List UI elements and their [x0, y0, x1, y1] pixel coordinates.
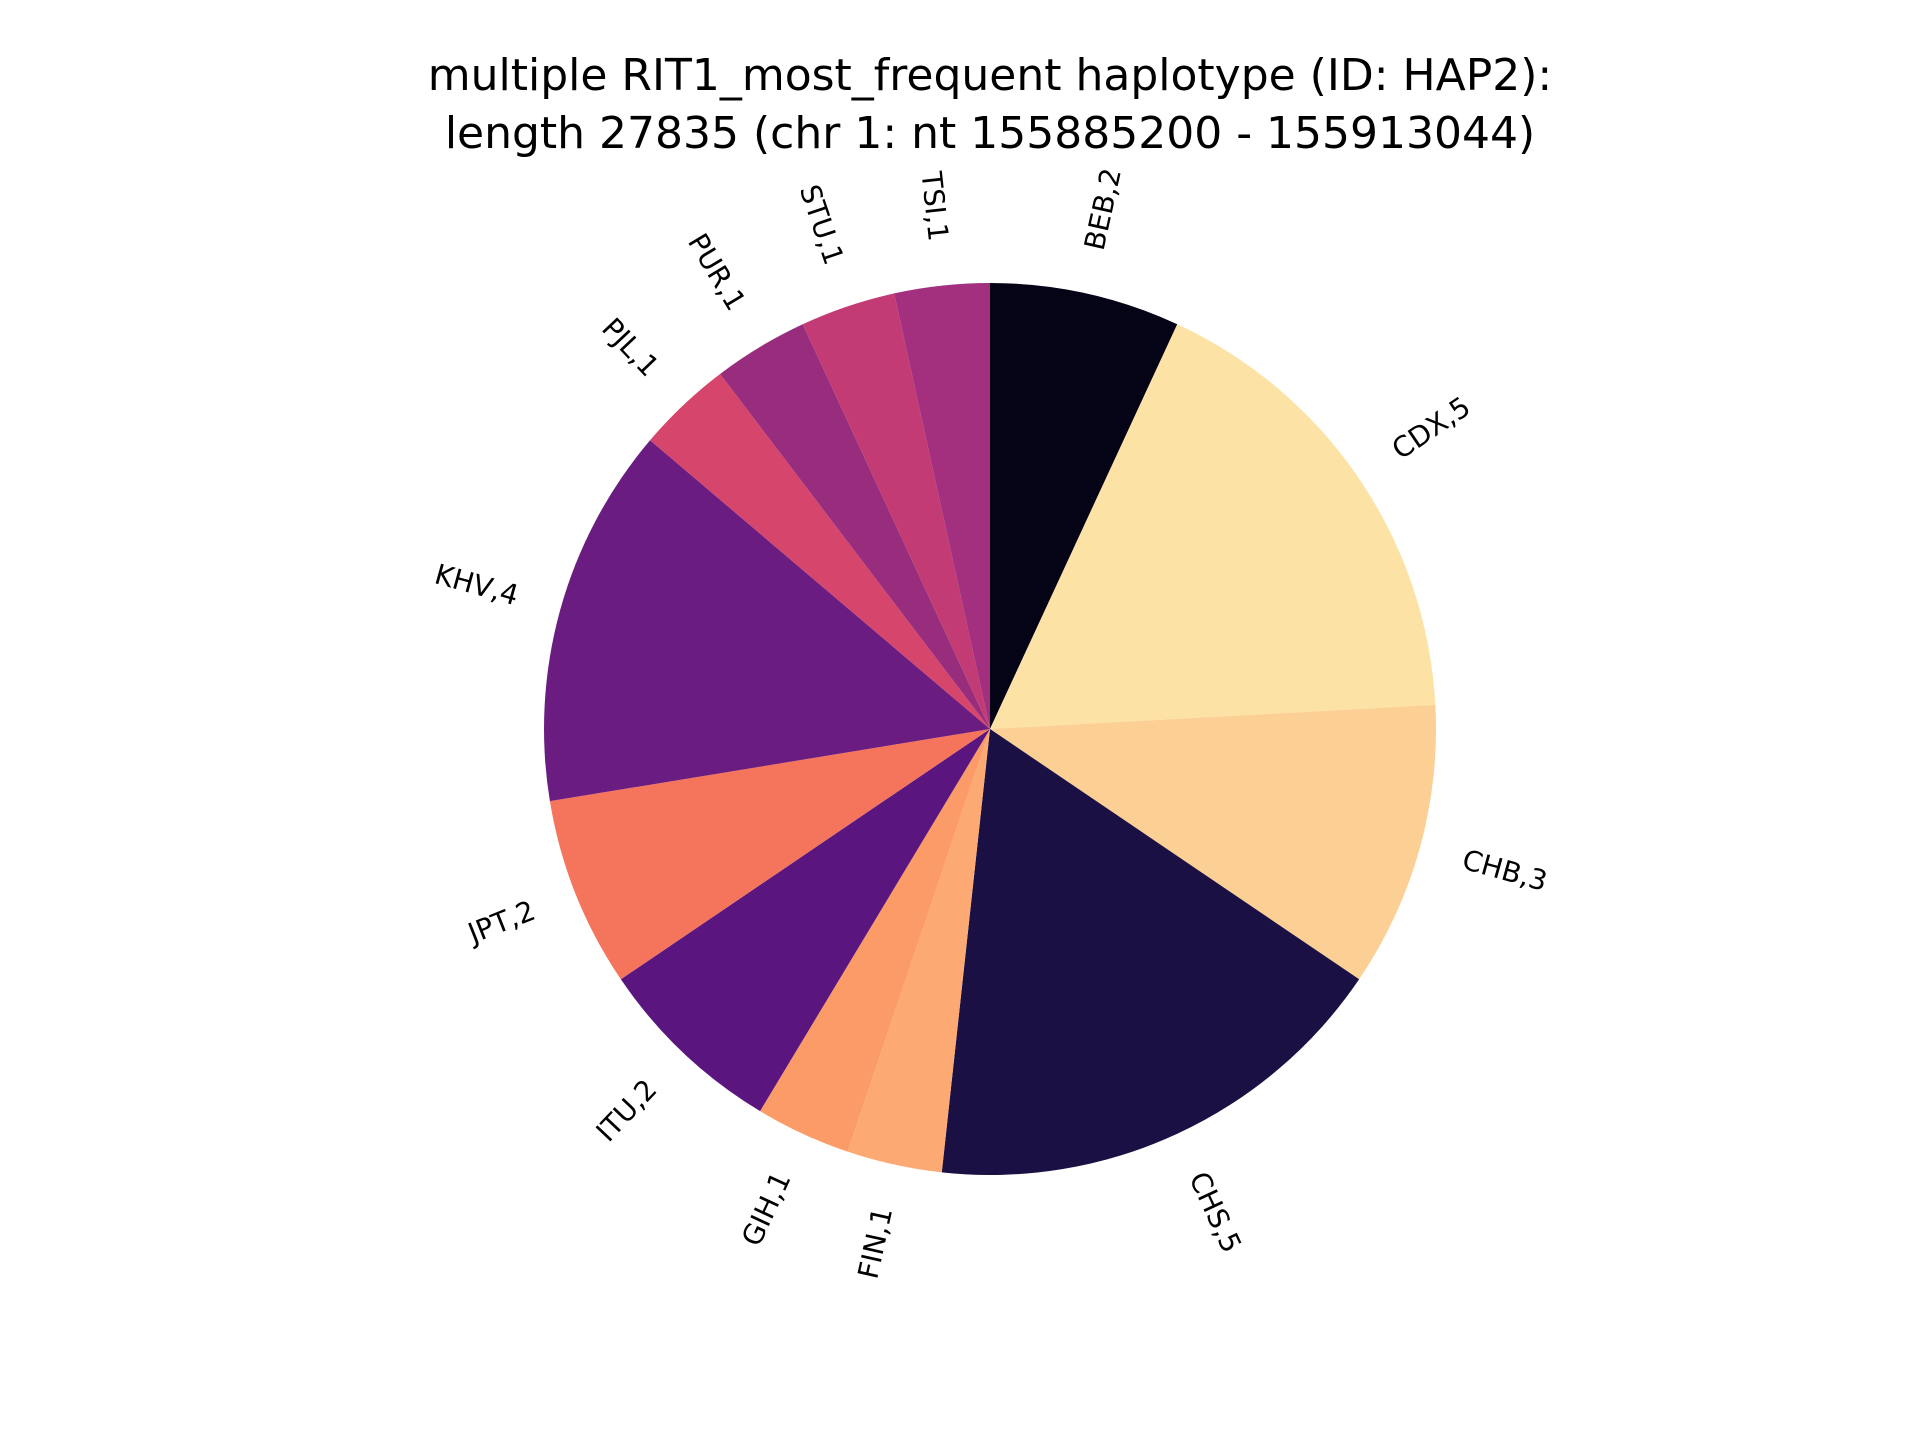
pie-label-gih: GIH,1: [735, 1167, 798, 1251]
pie-slice-fin: [847, 729, 990, 1173]
pie-label-fin: FIN,1: [851, 1204, 899, 1281]
pie-slice-khv: [544, 440, 990, 802]
pie-label-pur: PUR,1: [681, 228, 752, 317]
pie-slice-tsi: [894, 283, 990, 729]
pie-slices: [544, 283, 1437, 1176]
pie-slice-chb: [990, 704, 1437, 980]
pie-label-chs: CHS,5: [1182, 1167, 1248, 1258]
pie-label-beb: BEB,2: [1078, 165, 1128, 253]
pie-label-tsi: TSI,1: [914, 169, 954, 243]
pie-slice-itu: [620, 729, 990, 1112]
pie-slice-gih: [760, 729, 990, 1152]
pie-slice-jpt: [549, 729, 990, 980]
pie-label-cdx: CDX,5: [1386, 390, 1477, 466]
pie-slice-pjl: [650, 373, 990, 729]
pie-label-jpt: JPT,2: [462, 894, 540, 951]
pie-label-itu: ITU,2: [590, 1073, 664, 1148]
pie-slice-chs: [941, 729, 1360, 1176]
pie-slice-stu: [802, 293, 990, 729]
pie-label-pjl: PJL,1: [595, 311, 665, 383]
chart-title-line-1: multiple RIT1_most_frequent haplotype (I…: [428, 50, 1552, 101]
pie-label-khv: KHV,4: [431, 558, 522, 613]
chart-title-line-2: length 27835 (chr 1: nt 155885200 - 1559…: [445, 108, 1535, 159]
pie-slice-beb: [990, 283, 1178, 729]
pie-label-stu: STU,1: [793, 181, 850, 269]
pie-label-chb: CHB,3: [1459, 843, 1551, 898]
pie-slice-cdx: [990, 324, 1436, 729]
pie-slice-pur: [720, 324, 990, 729]
